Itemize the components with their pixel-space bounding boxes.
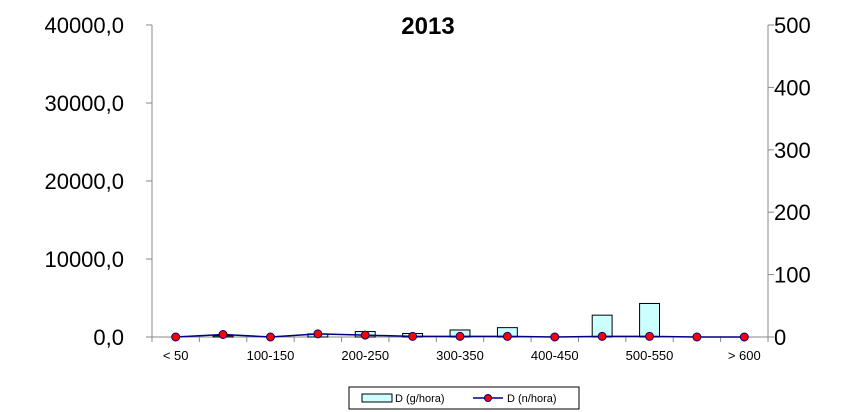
- x-tick-label: 400-450: [531, 348, 579, 363]
- line-point: [597, 331, 607, 341]
- line-point: [645, 331, 655, 341]
- line-point: [171, 332, 181, 342]
- line-point: [360, 330, 370, 340]
- line-point: [739, 332, 749, 342]
- x-tick-label: < 50: [163, 348, 189, 363]
- left-tick-label: 0,0: [93, 325, 124, 350]
- line-point: [550, 332, 560, 342]
- right-tick-label: 0: [774, 325, 786, 350]
- bar-series: [212, 302, 660, 338]
- line-point: [502, 331, 512, 341]
- x-tick-label: 500-550: [626, 348, 674, 363]
- legend: D (g/hora) D (n/hora): [348, 386, 580, 410]
- legend-label-line: D (n/hora): [507, 393, 557, 405]
- line-point: [408, 331, 418, 341]
- right-tick-label: 100: [774, 263, 811, 288]
- right-tick-label: 200: [774, 200, 811, 225]
- x-tick-label: > 600: [728, 348, 761, 363]
- axes: 0,0 10000,0 20000,0 30000,0 40000,0 0 100 200 30…: [44, 13, 810, 363]
- legend-swatch-bar: [361, 393, 393, 403]
- line-point: [313, 329, 323, 339]
- chart-title: 2013: [401, 13, 454, 40]
- x-tick-label: 100-150: [247, 348, 295, 363]
- line-point: [455, 331, 465, 341]
- legend-frame: [348, 386, 580, 410]
- left-tick-label: 10000,0: [44, 247, 124, 272]
- right-tick-label: 500: [774, 13, 811, 38]
- line-point: [692, 332, 702, 342]
- line-series: [171, 329, 749, 342]
- line-point: [218, 330, 228, 340]
- left-tick-label: 40000,0: [44, 13, 124, 38]
- right-tick-label: 300: [774, 138, 811, 163]
- legend-swatch-marker: [484, 394, 492, 402]
- left-tick-label: 30000,0: [44, 91, 124, 116]
- right-tick-label: 400: [774, 75, 811, 100]
- legend-label-bar: D (g/hora): [395, 393, 445, 405]
- left-tick-label: 20000,0: [44, 169, 124, 194]
- line-point: [265, 332, 275, 342]
- x-tick-label: 300-350: [436, 348, 484, 363]
- x-tick-label: 200-250: [341, 348, 389, 363]
